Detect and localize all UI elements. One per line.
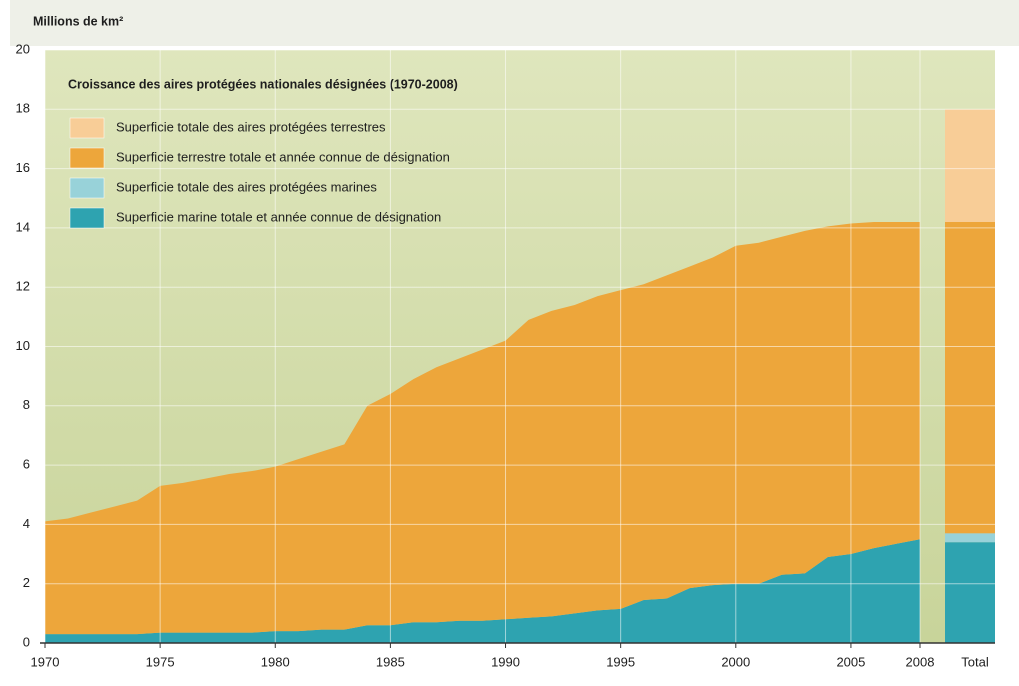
total-bar-segment — [945, 109, 995, 222]
legend-label: Superficie totale des aires protégées te… — [116, 119, 386, 134]
header-band — [10, 0, 1019, 46]
x-tick-label: 1980 — [261, 654, 290, 669]
legend-swatch — [70, 178, 104, 198]
y-tick-label: 6 — [23, 457, 30, 472]
y-tick-label: 16 — [16, 160, 30, 175]
legend-label: Superficie terrestre totale et année con… — [116, 149, 450, 164]
y-tick-label: 4 — [23, 516, 30, 531]
legend-swatch — [70, 148, 104, 168]
total-bar-segment — [945, 533, 995, 542]
x-tick-label: 1985 — [376, 654, 405, 669]
x-tick-label: 2008 — [906, 654, 935, 669]
y-tick-label: 0 — [23, 634, 30, 649]
x-tick-label: 1990 — [491, 654, 520, 669]
page: {"chart_data": { "type": "area", "y_labe… — [0, 0, 1019, 686]
x-tick-label: 2000 — [721, 654, 750, 669]
y-tick-label: 8 — [23, 397, 30, 412]
total-bar-segment — [945, 222, 995, 533]
x-tick-label: 1975 — [146, 654, 175, 669]
legend-label: Superficie marine totale et année connue… — [116, 209, 441, 224]
y-tick-label: 2 — [23, 575, 30, 590]
y-axis-label: Millions de km² — [33, 14, 123, 28]
total-bar-segment — [945, 542, 995, 643]
legend-swatch — [70, 118, 104, 138]
y-tick-label: 14 — [16, 219, 30, 234]
y-tick-label: 18 — [16, 101, 30, 116]
x-tick-label: Total — [961, 654, 989, 669]
x-tick-label: 2005 — [836, 654, 865, 669]
legend-swatch — [70, 208, 104, 228]
y-tick-label: 12 — [16, 279, 30, 294]
chart: Millions de km² Croissance des aires pro… — [0, 0, 1019, 686]
x-tick-label: 1970 — [31, 654, 60, 669]
y-tick-label: 20 — [16, 41, 30, 56]
y-tick-label: 10 — [16, 338, 30, 353]
legend-label: Superficie totale des aires protégées ma… — [116, 179, 377, 194]
x-tick-label: 1995 — [606, 654, 635, 669]
legend-title: Croissance des aires protégées nationale… — [68, 77, 458, 91]
